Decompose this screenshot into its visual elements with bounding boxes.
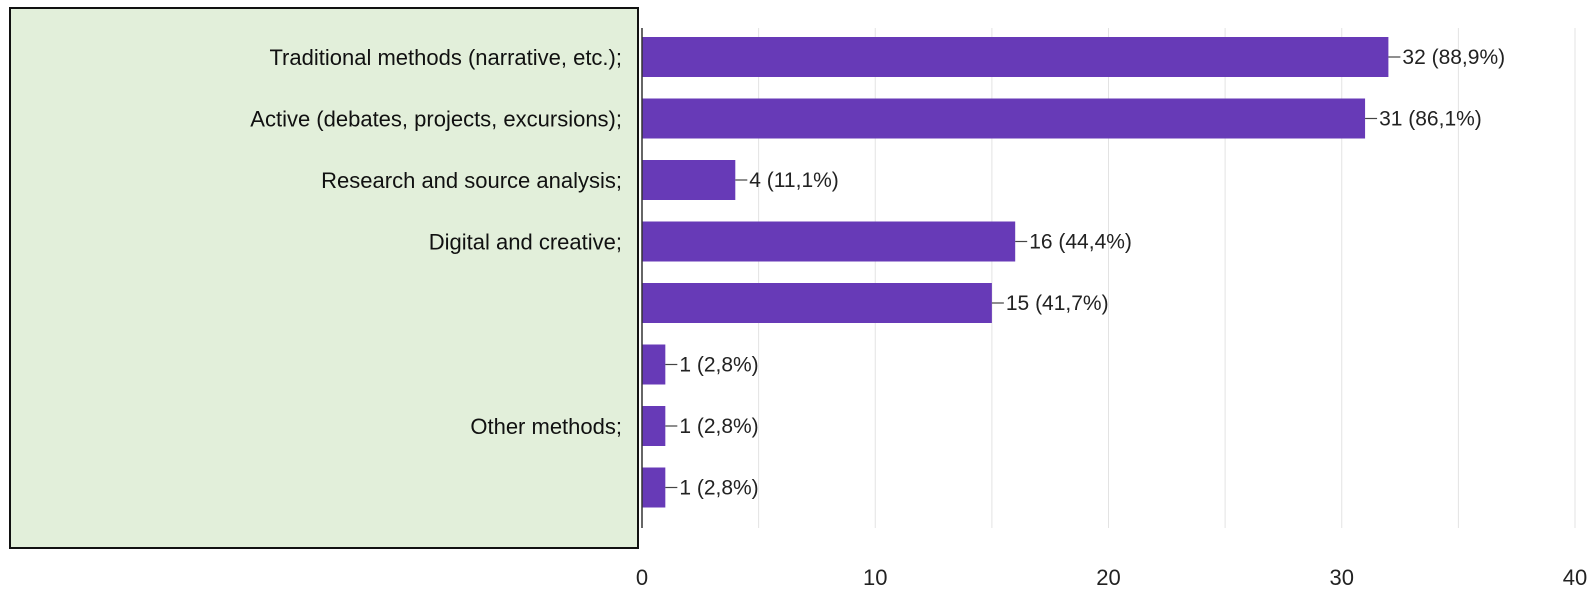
data-label: 16 (44,4%)	[1029, 231, 1132, 254]
category-label-box	[9, 7, 639, 549]
category-labels: Traditional methods (narrative, etc.); Ac…	[250, 45, 622, 439]
bar	[642, 160, 736, 200]
data-label: 1 (2,8%)	[679, 354, 758, 377]
bar	[642, 37, 1389, 77]
data-label: 31 (86,1%)	[1379, 108, 1482, 131]
data-labels: 32 (88,9%) 31 (86,1%) 4 (11,1%) 16 (44,4%) 1…	[665, 46, 1505, 500]
data-label: 1 (2,8%)	[679, 415, 758, 438]
category-label: Digital and creative;	[429, 230, 622, 255]
x-tick-label: 40	[1563, 565, 1587, 590]
category-label: Active (debates, projects, excursions);	[250, 107, 622, 132]
category-label: Research and source analysis;	[321, 168, 622, 193]
bar	[642, 221, 1016, 262]
data-label: 1 (2,8%)	[679, 477, 758, 500]
data-label: 15 (41,7%)	[1006, 292, 1109, 315]
x-tick-label: 10	[863, 565, 887, 590]
category-label: Traditional methods (narrative, etc.);	[269, 45, 622, 70]
bar	[642, 98, 1366, 139]
category-label: Other methods;	[470, 414, 622, 439]
bar	[642, 406, 666, 446]
bars	[642, 37, 1389, 508]
bar	[642, 283, 992, 323]
data-label: 4 (11,1%)	[749, 169, 839, 192]
x-tick-label: 0	[636, 565, 648, 590]
bar	[642, 467, 666, 508]
data-label: 32 (88,9%)	[1402, 46, 1505, 69]
bar	[642, 344, 666, 385]
x-axis-ticks: 0 10 20 30 40	[636, 565, 1587, 590]
x-tick-label: 30	[1330, 565, 1354, 590]
x-tick-label: 20	[1096, 565, 1120, 590]
